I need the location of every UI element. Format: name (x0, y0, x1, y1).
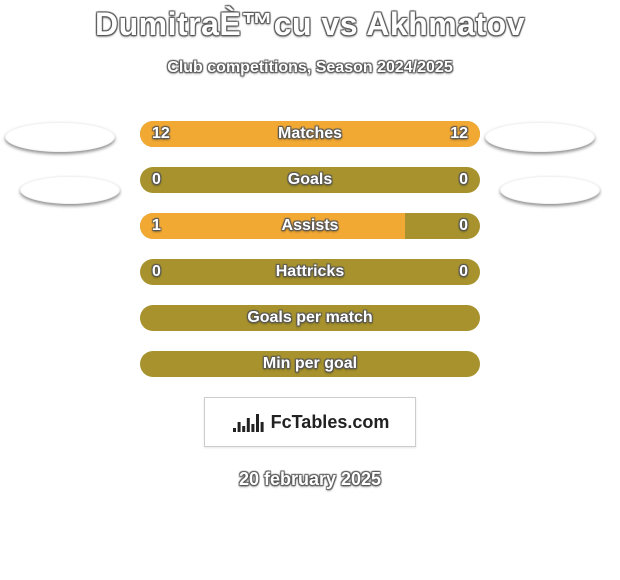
stat-value-right: 12 (438, 121, 480, 147)
stat-row: Goals0 0 (140, 167, 480, 193)
stat-value-right: 0 (447, 259, 480, 285)
bars-icon (231, 410, 265, 434)
stat-label: Hattricks (140, 259, 480, 285)
avatar (20, 176, 120, 204)
stat-row: Goals per match (140, 305, 480, 331)
page-title: DumitraÈ™cu vs Akhmatov (0, 0, 620, 43)
brand-text: FcTables.com (271, 412, 390, 433)
stat-value-left: 1 (140, 213, 173, 239)
stat-row: Matches1212 (140, 121, 480, 147)
stat-value-right: 0 (447, 167, 480, 193)
stat-value-left: 0 (140, 259, 173, 285)
stat-row: Hattricks0 0 (140, 259, 480, 285)
avatar (500, 176, 600, 204)
stat-label: Min per goal (140, 351, 480, 377)
stat-value-left: 12 (140, 121, 182, 147)
stat-value-right: 0 (447, 213, 480, 239)
avatar (5, 122, 115, 152)
vs-label: vs (321, 6, 358, 42)
player-right-name: Akhmatov (366, 6, 525, 42)
stat-label: Goals (140, 167, 480, 193)
stat-row: Min per goal (140, 351, 480, 377)
subtitle: Club competitions, Season 2024/2025 (0, 59, 620, 77)
date-label: 20 february 2025 (0, 469, 620, 490)
player-left-name: DumitraÈ™cu (95, 6, 312, 42)
stat-label: Goals per match (140, 305, 480, 331)
brand-card[interactable]: FcTables.com (204, 397, 416, 447)
stat-fill-left (140, 213, 405, 239)
avatar (485, 122, 595, 152)
stat-row: Assists10 (140, 213, 480, 239)
stat-value-left: 0 (140, 167, 173, 193)
comparison-bars: Matches1212Goals00Assists10Hattricks00Go… (140, 121, 480, 377)
